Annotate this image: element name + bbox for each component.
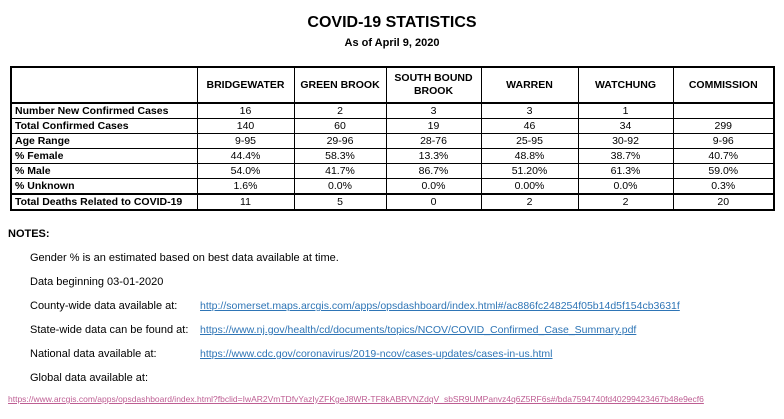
data-cell: 9-95 [196, 133, 295, 149]
row-label: Total Confirmed Cases [10, 118, 198, 134]
data-cell: 140 [196, 118, 295, 134]
data-cell: 0.0% [385, 178, 482, 195]
county-data-link[interactable]: http://somerset.maps.arcgis.com/apps/ops… [200, 300, 680, 312]
global-data-label: Global data available at: [30, 372, 149, 384]
data-cell: 0 [385, 193, 482, 211]
data-cell: 0.0% [293, 178, 387, 195]
data-cell: 13.3% [385, 148, 482, 164]
data-cell: 29-96 [293, 133, 387, 149]
data-cell: 3 [480, 102, 579, 119]
data-cell: 25-95 [480, 133, 579, 149]
data-cell: 1 [577, 102, 674, 119]
table-header-row: BRIDGEWATER GREEN BROOK SOUTH BOUND BROO… [10, 66, 775, 104]
data-cell: 61.3% [577, 163, 674, 179]
table-row-age-range: Age Range 9-95 29-96 28-76 25-95 30-92 9… [10, 133, 775, 149]
data-cell: 0.3% [672, 178, 775, 195]
data-cell: 5 [293, 193, 387, 211]
notes-heading: NOTES: [8, 228, 50, 240]
data-cell: 60 [293, 118, 387, 134]
county-data-row: County-wide data available at: http://so… [30, 300, 784, 312]
data-cell: 20 [672, 193, 775, 211]
row-label: % Female [10, 148, 198, 164]
national-data-row: National data available at: https://www.… [30, 348, 784, 360]
data-cell: 46 [480, 118, 579, 134]
data-cell: 58.3% [293, 148, 387, 164]
data-cell: 0.00% [480, 178, 579, 195]
global-data-link[interactable]: https://www.arcgis.com/apps/opsdashboard… [8, 394, 704, 404]
row-label: Age Range [10, 133, 198, 149]
data-cell: 19 [385, 118, 482, 134]
column-header-commission: COMMISSION [672, 66, 775, 104]
row-label: Total Deaths Related to COVID-19 [10, 193, 198, 211]
data-cell: 40.7% [672, 148, 775, 164]
county-data-label: County-wide data available at: [30, 300, 178, 312]
data-cell: 30-92 [577, 133, 674, 149]
covid-stats-table: BRIDGEWATER GREEN BROOK SOUTH BOUND BROO… [10, 66, 775, 211]
data-cell: 2 [480, 193, 579, 211]
data-cell [672, 102, 775, 119]
data-cell: 2 [577, 193, 674, 211]
data-cell: 1.6% [196, 178, 295, 195]
column-header-warren: WARREN [480, 66, 579, 104]
data-cell: 299 [672, 118, 775, 134]
table-row-pct-male: % Male 54.0% 41.7% 86.7% 51.20% 61.3% 59… [10, 163, 775, 179]
national-data-link[interactable]: https://www.cdc.gov/coronavirus/2019-nco… [200, 348, 553, 360]
table-row-total-confirmed: Total Confirmed Cases 140 60 19 46 34 29… [10, 118, 775, 134]
note-line-gender: Gender % is an estimated based on best d… [30, 252, 339, 264]
data-cell: 51.20% [480, 163, 579, 179]
table-row-total-deaths: Total Deaths Related to COVID-19 11 5 0 … [10, 193, 775, 211]
data-cell: 38.7% [577, 148, 674, 164]
data-cell: 34 [577, 118, 674, 134]
column-header-bridgewater: BRIDGEWATER [196, 66, 295, 104]
document-page: COVID-19 STATISTICS As of April 9, 2020 … [8, 14, 784, 404]
table-row-new-confirmed: Number New Confirmed Cases 16 2 3 3 1 [10, 102, 775, 119]
column-header-green-brook: GREEN BROOK [293, 66, 387, 104]
data-cell: 59.0% [672, 163, 775, 179]
data-cell: 3 [385, 102, 482, 119]
note-line-data-beginning: Data beginning 03-01-2020 [30, 276, 164, 288]
national-data-label: National data available at: [30, 348, 157, 360]
data-cell: 54.0% [196, 163, 295, 179]
data-cell: 86.7% [385, 163, 482, 179]
column-header-watchung: WATCHUNG [577, 66, 674, 104]
data-cell: 2 [293, 102, 387, 119]
state-data-label: State-wide data can be found at: [30, 324, 189, 336]
data-cell: 48.8% [480, 148, 579, 164]
state-data-row: State-wide data can be found at: https:/… [30, 324, 784, 336]
page-subtitle: As of April 9, 2020 [344, 37, 440, 49]
row-label: Number New Confirmed Cases [10, 102, 198, 119]
data-cell: 41.7% [293, 163, 387, 179]
data-cell: 9-96 [672, 133, 775, 149]
column-header-south-bound-brook: SOUTH BOUND BROOK [385, 66, 482, 104]
data-cell: 16 [196, 102, 295, 119]
global-data-row: Global data available at: [30, 372, 784, 384]
row-label: % Male [10, 163, 198, 179]
data-cell: 0.0% [577, 178, 674, 195]
state-data-link[interactable]: https://www.nj.gov/health/cd/documents/t… [200, 324, 637, 336]
column-header-blank [10, 66, 198, 104]
data-cell: 11 [196, 193, 295, 211]
data-cell: 44.4% [196, 148, 295, 164]
table-row-pct-unknown: % Unknown 1.6% 0.0% 0.0% 0.00% 0.0% 0.3% [10, 178, 775, 195]
row-label: % Unknown [10, 178, 198, 195]
table-row-pct-female: % Female 44.4% 58.3% 13.3% 48.8% 38.7% 4… [10, 148, 775, 164]
page-title: COVID-19 STATISTICS [307, 14, 477, 31]
data-cell: 28-76 [385, 133, 482, 149]
